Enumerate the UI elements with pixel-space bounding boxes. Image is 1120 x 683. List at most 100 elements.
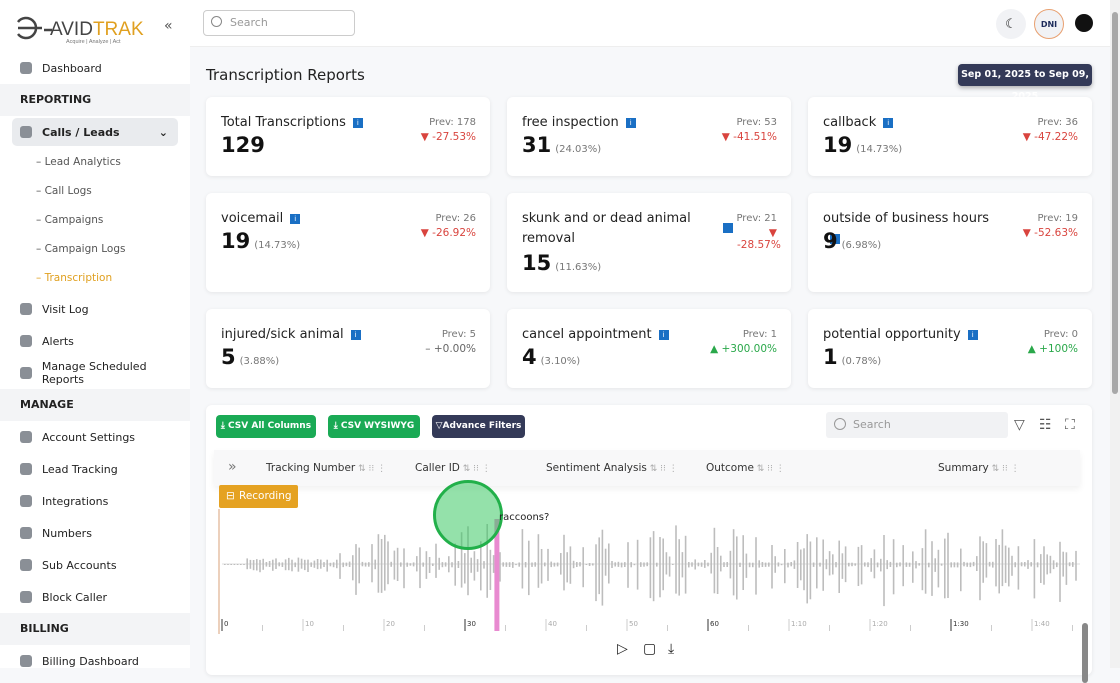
play-icon[interactable]: ▷ <box>617 641 628 657</box>
waveform-bar <box>1043 546 1045 585</box>
info-icon[interactable]: i <box>290 214 301 224</box>
waveform-bar <box>1017 546 1020 590</box>
card-change: ▲ +100% <box>1027 343 1078 355</box>
expand-icon[interactable]: » <box>228 459 237 475</box>
sidebar-item-alerts[interactable]: Alerts <box>0 325 190 357</box>
sidebar-item-block-caller[interactable]: Block Caller <box>0 581 190 613</box>
column-header[interactable]: Summary ⇅ ⁝⁝ ⋮ <box>938 462 1020 474</box>
info-icon[interactable]: i <box>967 330 978 340</box>
collapse-sidebar-icon[interactable]: « <box>164 18 173 34</box>
waveform-bar <box>931 541 933 596</box>
page-scrollbar[interactable] <box>1110 0 1120 668</box>
waveform-bar <box>732 529 735 596</box>
column-header[interactable]: Caller ID ⇅ ⁝⁝ ⋮ <box>415 462 491 474</box>
table-scrollbar[interactable] <box>1082 453 1088 683</box>
sidebar-subitem[interactable]: – Transcription <box>36 272 113 284</box>
download-icon[interactable]: ⤓ <box>668 641 675 657</box>
waveform-bar <box>246 558 248 570</box>
card-prev: Prev: 5 <box>441 329 476 340</box>
stat-card[interactable]: cancel appointment i 4 (3.10%) Prev: 1 ▲ +… <box>507 309 791 388</box>
sidebar-item-numbers[interactable]: Numbers <box>0 517 190 549</box>
waveform-bar <box>790 562 792 567</box>
sub-accounts-icon <box>20 559 32 571</box>
waveform-bar <box>323 562 325 567</box>
waveform-bar <box>620 562 623 568</box>
recording-label: ⊟ Recording <box>219 485 298 508</box>
waveform-bar <box>1040 554 1042 583</box>
waveform-bar <box>265 562 268 567</box>
waveform-bar <box>236 564 239 565</box>
card-prev: Prev: 19 <box>1037 213 1078 224</box>
date-range-badge[interactable]: Sep 01, 2025 to Sep 09, 2025 <box>958 64 1092 102</box>
card-percent: (3.10%) <box>540 356 581 367</box>
stat-card[interactable]: voicemail i 19 (14.73%) Prev: 26 ▼ -26.92% <box>206 193 490 292</box>
waveform-bar <box>726 562 728 567</box>
stat-card[interactable]: potential opportunity i 1 (0.78%) Prev: 0 … <box>808 309 1092 388</box>
info-icon[interactable]: i <box>883 118 894 128</box>
info-icon[interactable]: i <box>350 330 361 340</box>
sidebar-item-account-settings[interactable]: Account Settings <box>0 421 190 453</box>
waveform-bar <box>937 549 940 588</box>
info-icon[interactable]: i <box>625 118 636 128</box>
user-avatar-icon[interactable] <box>1075 14 1093 32</box>
sidebar-item-calls-leads[interactable]: Calls / Leads ⌄ <box>12 118 178 146</box>
sidebar-item-dashboard[interactable]: Dashboard <box>0 52 190 84</box>
sidebar-item-sub-accounts[interactable]: Sub Accounts <box>0 549 190 581</box>
sidebar-subitem[interactable]: – Campaigns <box>36 214 104 226</box>
column-header[interactable]: Outcome ⇅ ⁝⁝ ⋮ <box>706 462 785 474</box>
stat-card[interactable]: injured/sick animal i 5 (3.88%) Prev: 5 – … <box>206 309 490 388</box>
stat-card[interactable]: callback i 19 (14.73%) Prev: 36 ▼ -47.22% <box>808 97 1092 176</box>
info-icon[interactable] <box>723 223 733 233</box>
waveform-bar <box>956 562 959 568</box>
table-search-input[interactable]: Search <box>826 412 1008 438</box>
waveform-bar <box>508 562 511 567</box>
filter-icon[interactable]: ▽ <box>1014 417 1025 433</box>
dark-mode-toggle[interactable]: ☾ <box>996 9 1026 39</box>
stat-card[interactable]: free inspection i 31 (24.03%) Prev: 53 ▼ -… <box>507 97 791 176</box>
waveform-bar <box>569 546 572 584</box>
sidebar-subitem[interactable]: – Lead Analytics <box>36 156 121 168</box>
sidebar-item-lead-tracking[interactable]: Lead Tracking <box>0 453 190 485</box>
csv-wysiwyg-button[interactable]: ⤓ CSV WYSIWYG <box>328 415 420 438</box>
columns-icon[interactable]: ☷ <box>1039 417 1052 433</box>
column-header[interactable]: Sentiment Analysis ⇅ ⁝⁝ ⋮ <box>546 462 678 474</box>
stop-icon[interactable]: ▢ <box>643 641 657 657</box>
csv-all-columns-button[interactable]: ⤓ CSV All Columns <box>216 415 316 438</box>
recording-icon: ⊟ <box>226 490 235 502</box>
waveform-bar <box>672 563 674 565</box>
waveform-bar <box>851 562 853 567</box>
waveform-bar <box>451 562 453 568</box>
fullscreen-icon[interactable]: ⛶ <box>1065 417 1075 433</box>
waveform-bar <box>540 549 543 584</box>
search-input[interactable]: Search <box>203 10 355 36</box>
waveform-bar <box>374 559 376 570</box>
sidebar-item-visit-log[interactable]: Visit Log <box>0 293 190 325</box>
waveform[interactable]: 0 10 20 30 40 50 60 1:10 1:20 1:30 1:40 <box>218 509 1080 634</box>
stat-card[interactable]: Total Transcriptions i 129 Prev: 178 ▼ -2… <box>206 97 490 176</box>
waveform-bar <box>998 544 1000 594</box>
info-icon[interactable]: i <box>658 330 669 340</box>
advance-filters-button[interactable]: ▽Advance Filters <box>432 415 525 438</box>
sidebar-subitem[interactable]: – Campaign Logs <box>36 243 126 255</box>
info-icon[interactable]: i <box>352 118 363 128</box>
info-icon[interactable]: i <box>830 234 840 244</box>
playhead <box>494 519 500 631</box>
waveform-bar <box>1036 562 1039 568</box>
sidebar-item-billing-dashboard[interactable]: Billing Dashboard <box>0 645 190 668</box>
waveform-bar <box>806 534 808 604</box>
waveform-bar <box>1027 560 1029 569</box>
waveform-bar <box>646 562 648 567</box>
stat-card[interactable]: outside of business hours i 9 (6.98%) Prev… <box>808 193 1092 292</box>
dni-button[interactable]: DNI <box>1034 9 1064 39</box>
waveform-bar <box>304 559 306 571</box>
waveform-bar <box>787 562 789 568</box>
card-change: ▼ -47.22% <box>1022 131 1078 143</box>
column-header[interactable]: Tracking Number ⇅ ⁝⁝ ⋮ <box>266 462 387 474</box>
trend-flat-icon: – <box>425 343 434 355</box>
waveform-bar <box>268 561 271 567</box>
avidtrak-logo[interactable]: AVIDTRAK Acquire | Analyze | Act <box>14 8 184 48</box>
sidebar-item-integrations[interactable]: Integrations <box>0 485 190 517</box>
sidebar-subitem[interactable]: – Call Logs <box>36 185 92 197</box>
stat-card[interactable]: skunk and or dead animal removal 15 (11.6… <box>507 193 791 292</box>
sidebar-item-manage-scheduled-reports[interactable]: Manage Scheduled Reports <box>0 357 190 389</box>
